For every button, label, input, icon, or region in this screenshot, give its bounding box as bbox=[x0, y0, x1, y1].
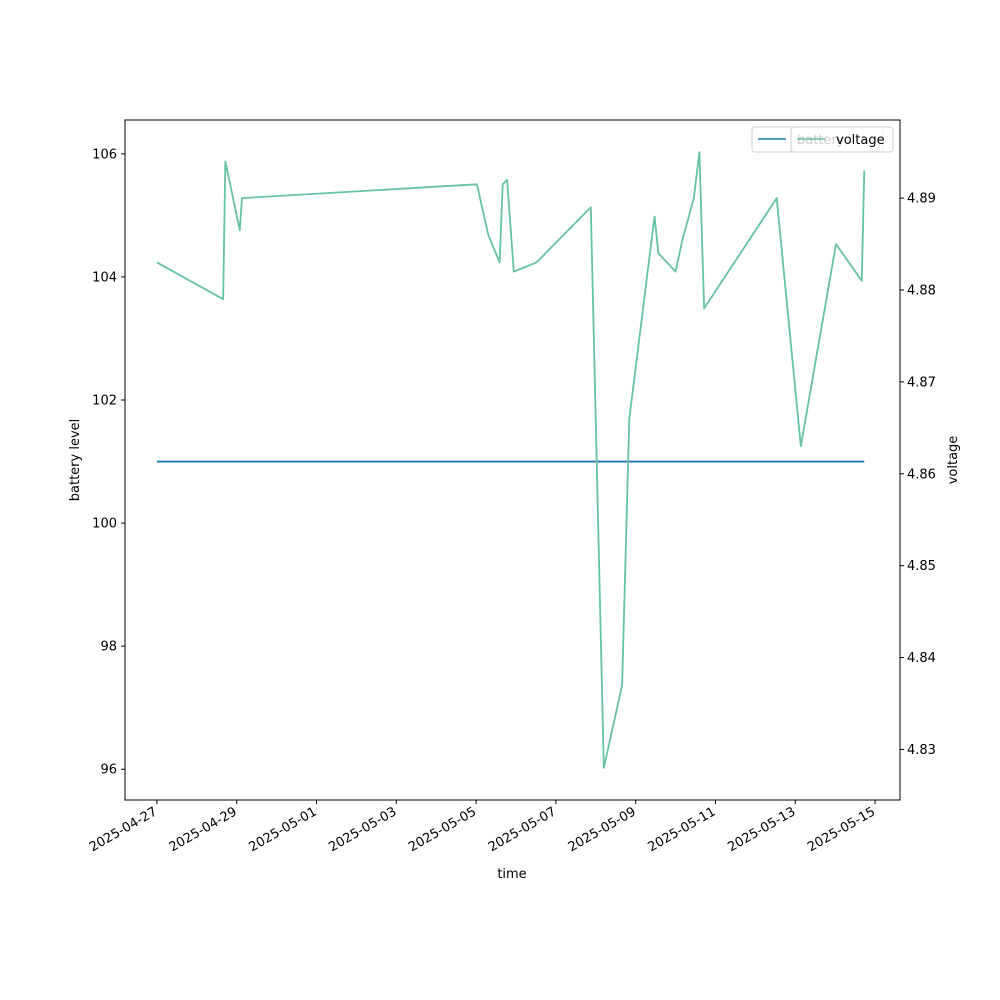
series-line-voltage bbox=[156, 151, 866, 769]
y-left-tick-label-0: 96 bbox=[100, 763, 117, 778]
y-left-tick-label-5: 106 bbox=[92, 147, 117, 162]
plot-area bbox=[156, 151, 866, 769]
y-right-tick-label-4: 4.87 bbox=[907, 375, 936, 390]
y-axis-left-label: battery level bbox=[68, 419, 83, 502]
legend-voltage-label: voltage bbox=[836, 133, 885, 148]
axes-frame bbox=[124, 119, 901, 801]
y-right-tick-label-2: 4.85 bbox=[907, 559, 936, 574]
x-axis-label: time bbox=[497, 867, 526, 882]
y-right-tick-label-1: 4.84 bbox=[907, 651, 936, 666]
legend-right: voltage bbox=[790, 126, 894, 153]
y-right-tick-label-6: 4.89 bbox=[907, 192, 936, 207]
y-axis-right-label: voltage bbox=[946, 436, 961, 485]
y-right-tick-label-0: 4.83 bbox=[907, 743, 936, 758]
y-left-tick-label-3: 102 bbox=[92, 394, 117, 409]
y-left-tick-label-2: 100 bbox=[92, 517, 117, 532]
y-right-tick-label-3: 4.86 bbox=[907, 467, 936, 482]
legend-right-box bbox=[790, 126, 894, 153]
y-left-tick-label-1: 98 bbox=[100, 640, 117, 655]
y-right-tick-label-5: 4.88 bbox=[907, 284, 936, 299]
y-left-tick-label-4: 104 bbox=[92, 270, 117, 285]
